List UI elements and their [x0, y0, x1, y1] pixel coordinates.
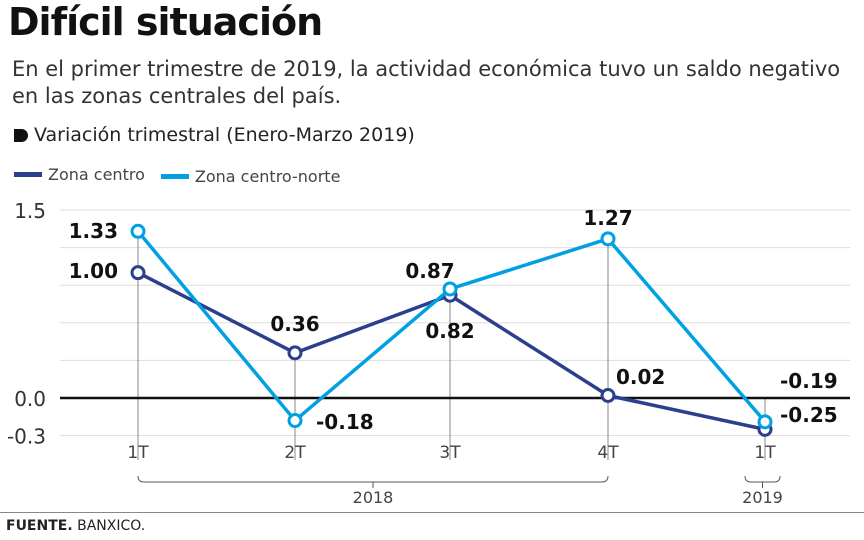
legend-item-centro-norte: Zona centro-norte	[160, 167, 341, 186]
year-label: 2019	[742, 488, 783, 507]
y-tick-label: -0.3	[7, 425, 46, 449]
data-label: 0.02	[616, 365, 665, 389]
data-point	[600, 387, 616, 403]
data-label: 0.82	[425, 319, 474, 343]
data-point	[287, 413, 303, 429]
bullet-icon	[14, 128, 28, 142]
legend: Zona centro Zona centro-norte	[14, 163, 356, 186]
legend-label: Zona centro-norte	[194, 167, 341, 186]
data-point	[130, 265, 146, 281]
data-label: -0.18	[316, 410, 374, 434]
data-label: 1.00	[69, 259, 118, 283]
x-tick-label: 2T	[284, 443, 306, 463]
data-point	[757, 414, 773, 430]
data-point	[600, 231, 616, 247]
data-point	[287, 345, 303, 361]
chart-title: Difícil situación	[8, 0, 323, 44]
source-note: FUENTE. BANXICO.	[6, 518, 145, 534]
data-label: -0.25	[780, 403, 838, 427]
data-label: 1.27	[583, 206, 632, 230]
x-tick-label: 4T	[597, 443, 619, 463]
year-bracket	[137, 475, 609, 488]
legend-label: Zona centro	[48, 165, 145, 184]
source-text: BANXICO.	[77, 518, 146, 534]
x-tick-label: 1T	[127, 443, 149, 463]
year-bracket	[744, 475, 781, 488]
x-tick-label: 1T	[754, 443, 776, 463]
data-label: -0.19	[780, 369, 838, 393]
section-label-text: Variación trimestral (Enero-Marzo 2019)	[34, 124, 415, 146]
legend-item-centro: Zona centro	[14, 163, 145, 186]
year-label: 2018	[353, 488, 394, 507]
legend-swatch	[160, 174, 189, 179]
section-label: Variación trimestral (Enero-Marzo 2019)	[14, 124, 415, 146]
footer-divider	[0, 512, 864, 513]
legend-swatch	[14, 172, 42, 177]
chart-subtitle: En el primer trimestre de 2019, la activ…	[12, 57, 841, 108]
data-label: 1.33	[69, 219, 118, 243]
data-label: 0.36	[270, 312, 319, 336]
data-point	[130, 223, 146, 239]
y-tick-label: 1.5	[14, 199, 46, 223]
x-tick-label: 3T	[439, 443, 461, 463]
y-tick-label: 0.0	[14, 387, 46, 411]
source-label: FUENTE.	[6, 518, 73, 534]
data-point	[442, 281, 458, 297]
data-label: 0.87	[405, 259, 454, 283]
